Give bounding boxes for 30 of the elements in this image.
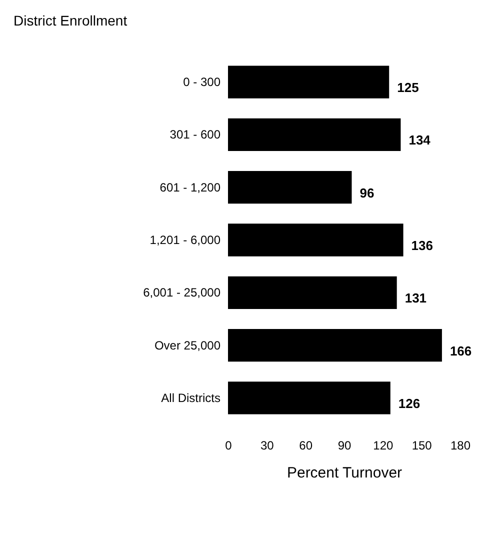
x-tick-label: 0	[225, 438, 232, 452]
bar	[228, 118, 401, 152]
data-label: 166	[450, 343, 472, 358]
data-label: 136	[411, 238, 433, 253]
y-tick-label: 601 - 1,200	[160, 180, 221, 194]
x-axis-title: Percent Turnover	[286, 464, 402, 482]
x-tick-label: 30	[260, 438, 274, 452]
bar	[228, 328, 442, 362]
y-tick-label: 6,001 - 25,000	[143, 286, 221, 300]
data-label: 125	[397, 80, 419, 96]
y-tick-label: All Districts	[161, 390, 220, 405]
data-label: 126	[398, 396, 420, 411]
y-tick-label: Over 25,000	[154, 338, 221, 352]
bar	[228, 276, 397, 309]
x-tick-label: 90	[338, 438, 352, 452]
data-label: 131	[404, 290, 427, 306]
bar	[228, 224, 404, 256]
bar	[228, 66, 390, 98]
y-tick-label: 0 - 300	[183, 75, 221, 90]
bar	[228, 382, 390, 414]
y-axis-title: District Enrollment	[14, 12, 128, 28]
y-tick-label: 301 - 600	[170, 128, 221, 142]
x-tick-label: 60	[299, 438, 313, 452]
y-tick-label: 1,201 - 6,000	[150, 233, 221, 247]
data-label: 96	[360, 185, 374, 200]
bar	[228, 171, 352, 204]
data-label: 134	[408, 132, 432, 148]
x-tick-label: 180	[450, 438, 471, 452]
x-tick-label: 120	[373, 438, 394, 452]
x-tick-label: 150	[412, 438, 432, 452]
